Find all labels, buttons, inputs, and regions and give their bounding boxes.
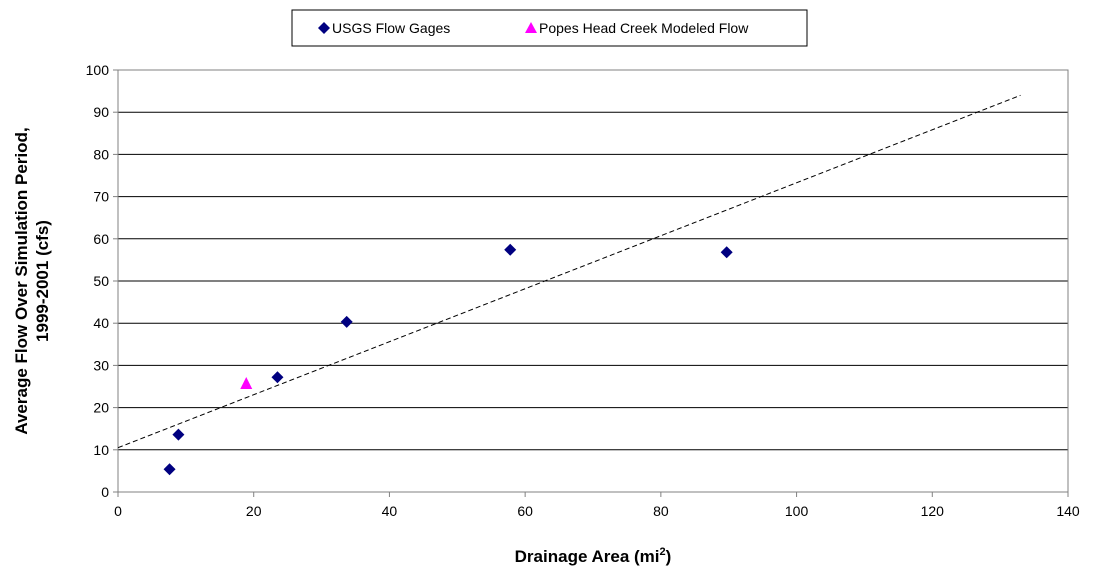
legend-popes-marker xyxy=(525,22,537,33)
x-axis-title-sup: 2 xyxy=(660,546,666,558)
y-tick-label: 50 xyxy=(93,273,109,289)
legend-usgs-label: USGS Flow Gages xyxy=(332,20,450,36)
data-points xyxy=(163,243,733,476)
x-axis-title-tail: ) xyxy=(666,547,672,566)
usgs-gage-point xyxy=(271,371,284,384)
legend: USGS Flow Gages Popes Head Creek Modeled… xyxy=(291,9,808,47)
legend-usgs-marker xyxy=(318,22,330,34)
y-tick-label: 20 xyxy=(93,400,109,416)
x-axis-title-main: Drainage Area (mi xyxy=(515,547,660,566)
usgs-gage-point xyxy=(172,428,185,441)
gridlines xyxy=(118,69,1068,451)
popes-head-point xyxy=(240,376,253,389)
x-tick-label: 100 xyxy=(785,503,809,519)
y-tick-label: 0 xyxy=(101,484,109,500)
y-tick-label: 10 xyxy=(93,442,109,458)
usgs-gage-point xyxy=(340,315,353,328)
y-tick-label: 100 xyxy=(86,62,110,78)
y-tick-label: 90 xyxy=(93,104,109,120)
x-tick-label: 20 xyxy=(246,503,262,519)
x-tick-label: 40 xyxy=(382,503,398,519)
y-tick-label: 70 xyxy=(93,189,109,205)
y-tick-label: 80 xyxy=(93,146,109,162)
x-tick-label: 80 xyxy=(653,503,669,519)
legend-popes-label: Popes Head Creek Modeled Flow xyxy=(539,20,749,36)
y-axis-title-line2: 1999-2001 (cfs) xyxy=(33,220,52,342)
y-tick-label: 30 xyxy=(93,357,109,373)
usgs-gage-point xyxy=(504,243,517,256)
trendline xyxy=(117,94,1021,449)
y-tick-label: 60 xyxy=(93,231,109,247)
x-axis-title: Drainage Area (mi2) xyxy=(515,546,672,566)
y-axis-title: Average Flow Over Simulation Period, 199… xyxy=(12,127,52,434)
y-axis-title-line1: Average Flow Over Simulation Period, xyxy=(12,127,31,434)
y-tick-label: 40 xyxy=(93,315,109,331)
x-tick-label: 60 xyxy=(517,503,533,519)
y-axis: 0 10 20 30 40 50 60 70 80 90 100 xyxy=(86,62,119,500)
usgs-gage-point xyxy=(163,463,176,476)
usgs-gage-point xyxy=(720,246,733,259)
x-axis: 0 20 40 60 80 100 120 140 xyxy=(114,491,1080,519)
legend-box xyxy=(291,9,808,47)
x-tick-label: 0 xyxy=(114,503,122,519)
x-tick-label: 120 xyxy=(921,503,945,519)
x-tick-label: 140 xyxy=(1056,503,1080,519)
